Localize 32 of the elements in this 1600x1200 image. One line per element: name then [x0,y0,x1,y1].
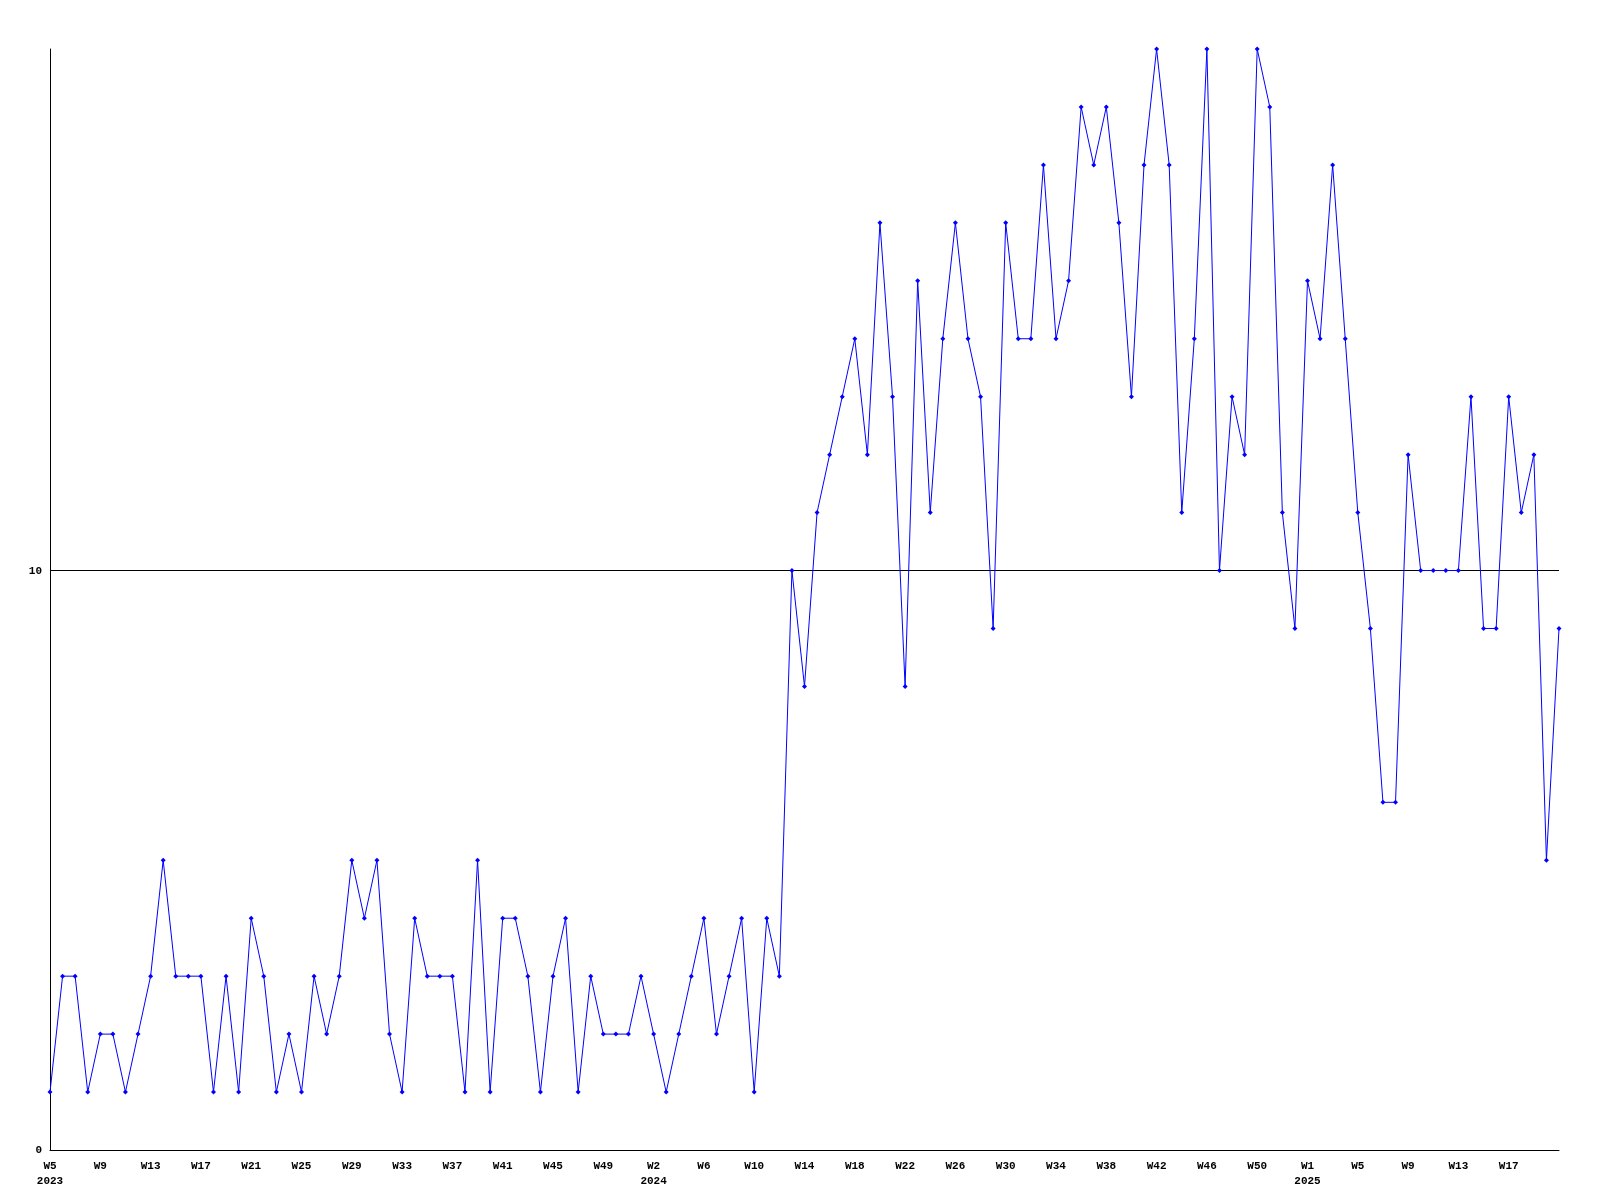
x-tick-label: W17 [1498,1159,1519,1172]
y-tick-label: 0 [35,1144,42,1156]
x-tick-label: W10 [744,1159,765,1172]
x-tick-label: W14 [794,1159,815,1172]
x-tick-label: W45 [543,1159,564,1172]
x-tick-label: W46 [1196,1159,1217,1172]
x-tick-label: W1 2025 [1294,1159,1322,1187]
x-tick-label: W2 2024 [640,1159,668,1187]
x-tick-label: W9 [93,1159,107,1172]
x-tick-label: W6 [697,1159,711,1172]
x-tick-label: W49 [593,1159,614,1172]
x-tick-label: W21 [241,1159,262,1172]
x-tick-label: W22 [895,1159,916,1172]
x-tick-label: W13 [1448,1159,1469,1172]
x-tick-label: W34 [1046,1159,1067,1172]
x-tick-label: W13 [140,1159,161,1172]
x-tick-label: W5 2023 [36,1159,64,1187]
x-tick-label: W9 [1401,1159,1415,1172]
x-tick-label: W30 [995,1159,1016,1172]
x-tick-label: W38 [1096,1159,1117,1172]
y-tick-label: 10 [28,564,42,577]
x-tick-label: W5 [1351,1159,1365,1172]
x-tick-label: W25 [291,1159,312,1172]
x-tick-label: W33 [392,1159,413,1172]
x-tick-label: W37 [442,1159,463,1172]
x-tick-label: W50 [1247,1159,1268,1172]
x-tick-label: W17 [190,1159,211,1172]
x-tick-label: W29 [341,1159,362,1172]
x-tick-label: W42 [1146,1159,1167,1172]
x-tick-label: W26 [945,1159,966,1172]
x-tick-label: W41 [492,1159,513,1172]
x-tick-label: W18 [844,1159,866,1172]
